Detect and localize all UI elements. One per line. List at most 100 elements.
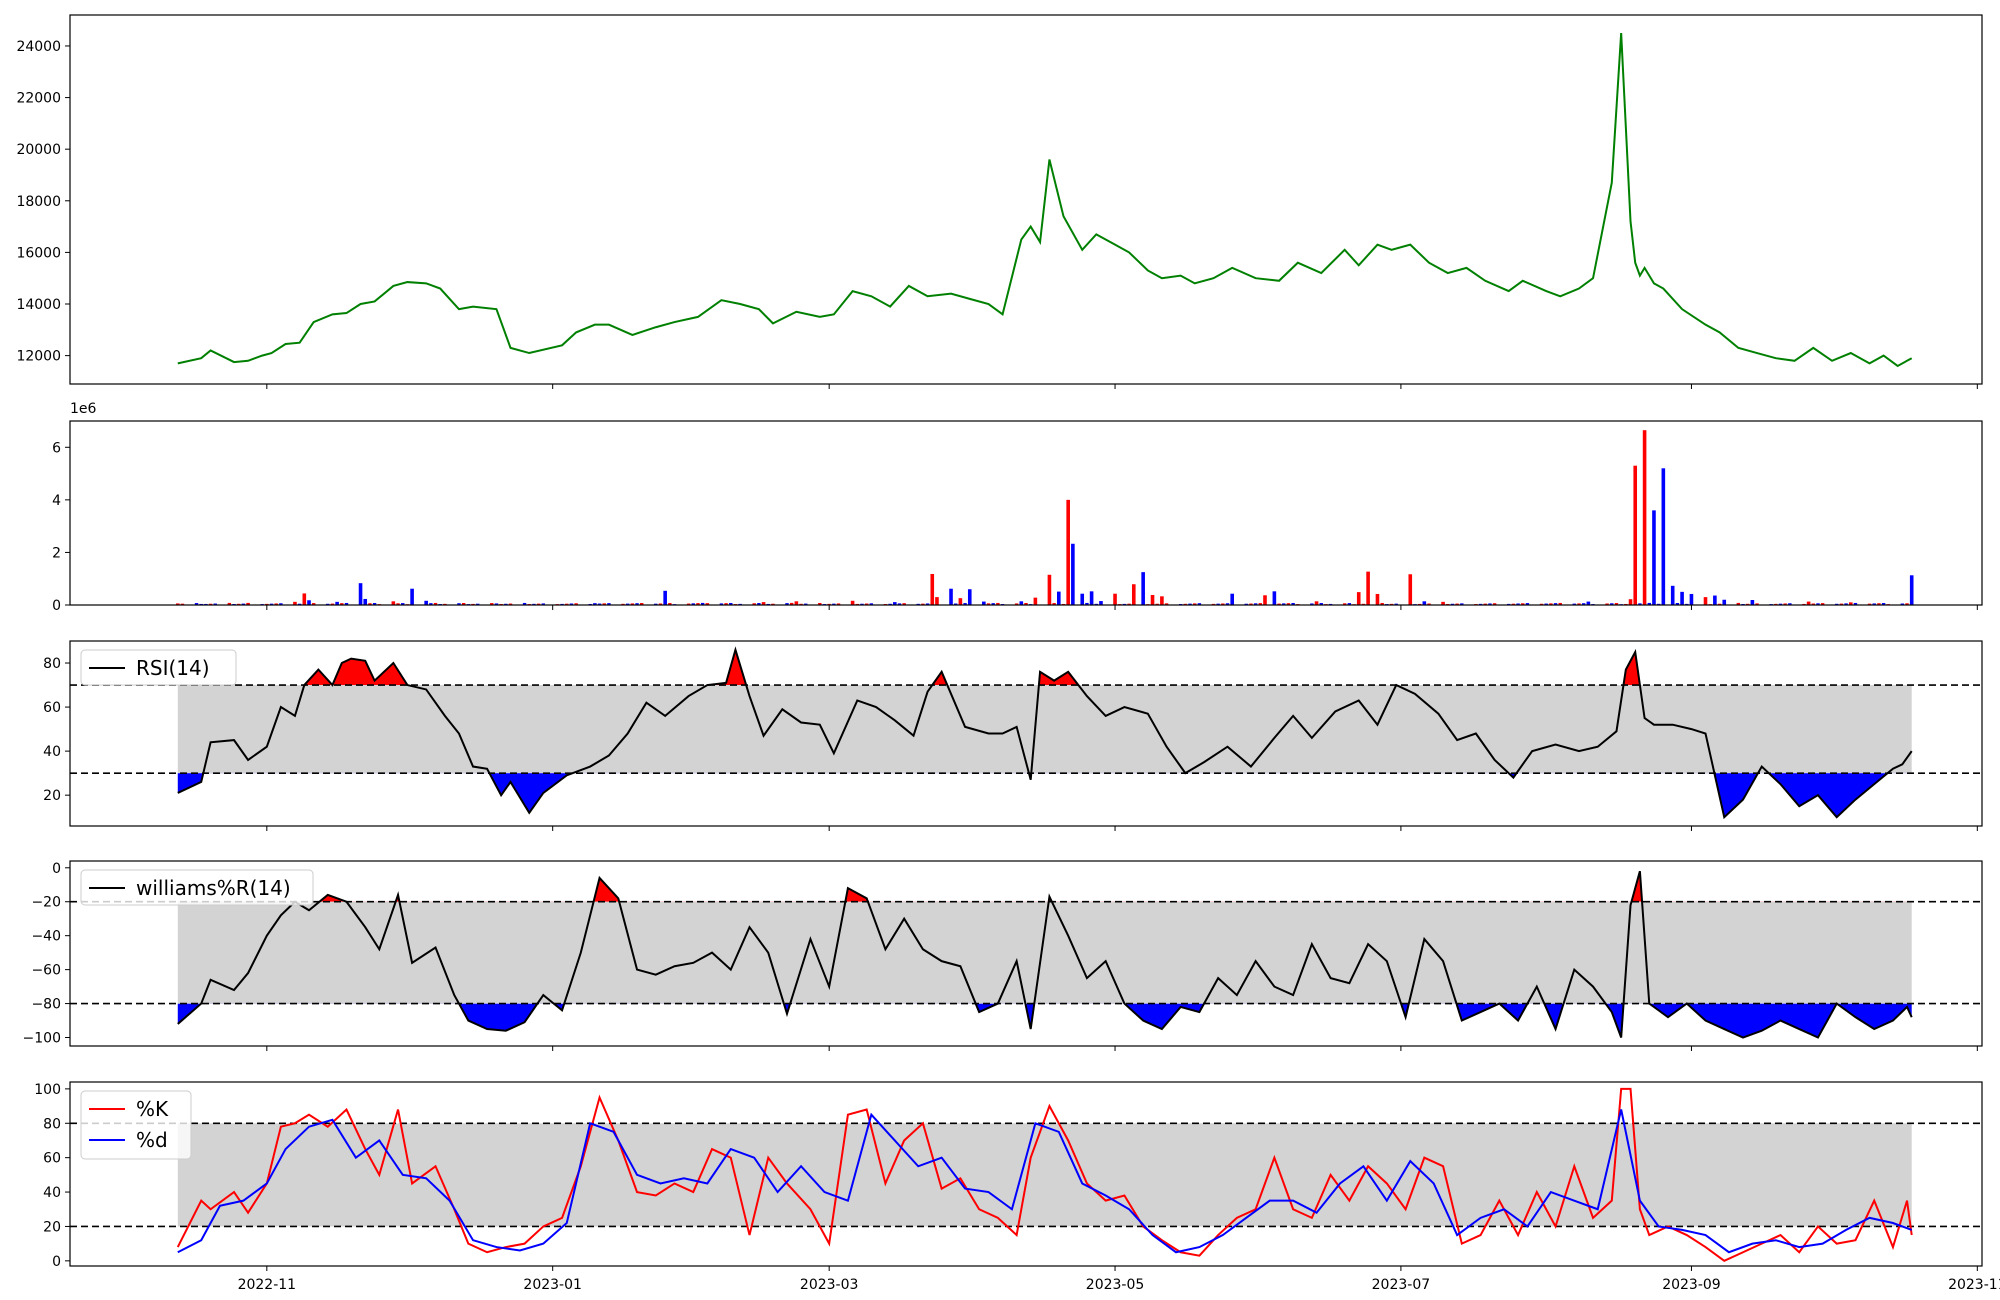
volume-bar <box>1188 603 1192 605</box>
volume-bar <box>654 603 658 605</box>
volume-bar <box>1164 603 1169 605</box>
volume-bar <box>1071 543 1075 605</box>
volume-bar <box>1380 602 1384 605</box>
volume-bar <box>1816 603 1820 605</box>
volume-bar <box>410 588 414 605</box>
rsi-legend-label: RSI(14) <box>136 656 210 680</box>
volume-bar <box>921 603 925 605</box>
volume-bar <box>954 603 958 605</box>
stochastic-d-line <box>177 1109 1913 1254</box>
volume-bar <box>1150 595 1155 605</box>
volume-bar <box>574 603 578 605</box>
volume-bar <box>991 603 995 605</box>
volume-bar <box>1230 593 1234 605</box>
volume-bar <box>1539 603 1544 605</box>
volume-bar <box>864 603 869 605</box>
volume-bar <box>1099 601 1103 605</box>
volume-bar <box>391 601 396 605</box>
williams-r-panel: −100 −80 −60 −40 −20 0 williams%R(14) <box>23 860 1983 1051</box>
volume-bar <box>1455 603 1459 605</box>
volume-bar <box>363 598 368 605</box>
volume-bar <box>536 603 541 605</box>
volume-bar <box>607 603 611 605</box>
volume-bar <box>1216 603 1220 605</box>
volume-bar <box>1141 572 1145 605</box>
volume-bar <box>1221 603 1225 605</box>
rsi-ytick-label: 40 <box>43 744 61 760</box>
volume-bar <box>892 602 897 605</box>
volume-bar <box>1127 603 1131 605</box>
volume-bar <box>1277 603 1281 605</box>
volume-bar <box>832 603 836 605</box>
volume-bar <box>1291 602 1295 605</box>
volume-bar <box>696 603 700 605</box>
volume-bar <box>963 603 967 605</box>
volume-bar <box>457 603 461 605</box>
x-axis-labels: 2022-11 2023-01 2023-03 2023-05 2023-07 2023-… <box>238 1277 2000 1293</box>
stochastic-ytick-label: 40 <box>43 1185 61 1201</box>
volume-bar <box>1427 603 1431 605</box>
volume-bar <box>1460 603 1464 605</box>
volume-bar <box>818 602 822 605</box>
price-ytick-label: 22000 <box>16 91 61 107</box>
volume-bar <box>1544 603 1548 605</box>
rsi-frame <box>69 640 1983 827</box>
williams-ytick-label: −20 <box>31 895 61 911</box>
volume-bar <box>1835 603 1839 605</box>
volume-bar <box>340 603 344 605</box>
volume-bar <box>869 603 874 605</box>
volume-bar <box>1549 603 1553 605</box>
volume-bar <box>1806 601 1811 605</box>
volume-bar <box>1628 599 1633 605</box>
stochastic-ytick-label: 20 <box>43 1219 61 1235</box>
volume-bar <box>1614 603 1619 605</box>
volume-bar <box>335 601 339 605</box>
volume-bar <box>1286 603 1291 605</box>
volume-bar <box>1581 603 1586 605</box>
volume-bar <box>1052 603 1056 605</box>
stochastic-legend: %K %d <box>80 1090 192 1160</box>
volume-bar <box>330 603 335 605</box>
stochastic-ytick-label: 80 <box>43 1116 61 1132</box>
rsi-ytick-label: 60 <box>43 700 61 716</box>
volume-bar <box>958 598 963 605</box>
volume-bar <box>368 603 372 605</box>
volume-bar <box>691 603 695 605</box>
rsi-legend-box <box>80 649 237 686</box>
volume-ytick-label: 2 <box>52 545 61 561</box>
volume-bar <box>967 589 972 605</box>
price-ytick-label: 14000 <box>16 297 61 313</box>
stochastic-ytick-label: 0 <box>52 1254 61 1270</box>
volume-bar <box>1867 603 1872 605</box>
volume-bar <box>1586 601 1591 605</box>
volume-bar <box>794 601 799 605</box>
volume-bar <box>1225 603 1230 605</box>
volume-bar <box>494 603 499 605</box>
volume-frame <box>69 420 1983 606</box>
volume-bar <box>593 603 597 605</box>
price-frame <box>69 14 1983 385</box>
stochastic-legend-label: %d <box>136 1128 168 1152</box>
volume-bar <box>508 603 513 605</box>
williams-line <box>177 870 1913 1039</box>
volume-bar <box>902 603 906 605</box>
volume-bar <box>1089 591 1094 605</box>
rsi-band-fill <box>177 685 1912 774</box>
volume-bar <box>757 603 761 605</box>
volume-bar <box>982 601 986 605</box>
volume-bar <box>194 603 199 605</box>
williams-ytick-label: −100 <box>23 1031 61 1047</box>
price-ytick-label: 12000 <box>16 349 61 365</box>
x-tick-label: 2023-07 <box>1372 1277 1431 1293</box>
volume-bar <box>490 603 494 605</box>
volume-bar <box>1525 603 1530 605</box>
volume-bar <box>213 603 217 605</box>
volume-bar <box>930 573 935 605</box>
volume-bar <box>761 602 766 605</box>
volume-bar <box>635 603 639 605</box>
stochastic-legend-label: %K <box>136 1097 169 1121</box>
price-ytick-label: 20000 <box>16 142 61 158</box>
volume-bar <box>1342 603 1347 605</box>
volume-bar <box>1310 603 1314 605</box>
